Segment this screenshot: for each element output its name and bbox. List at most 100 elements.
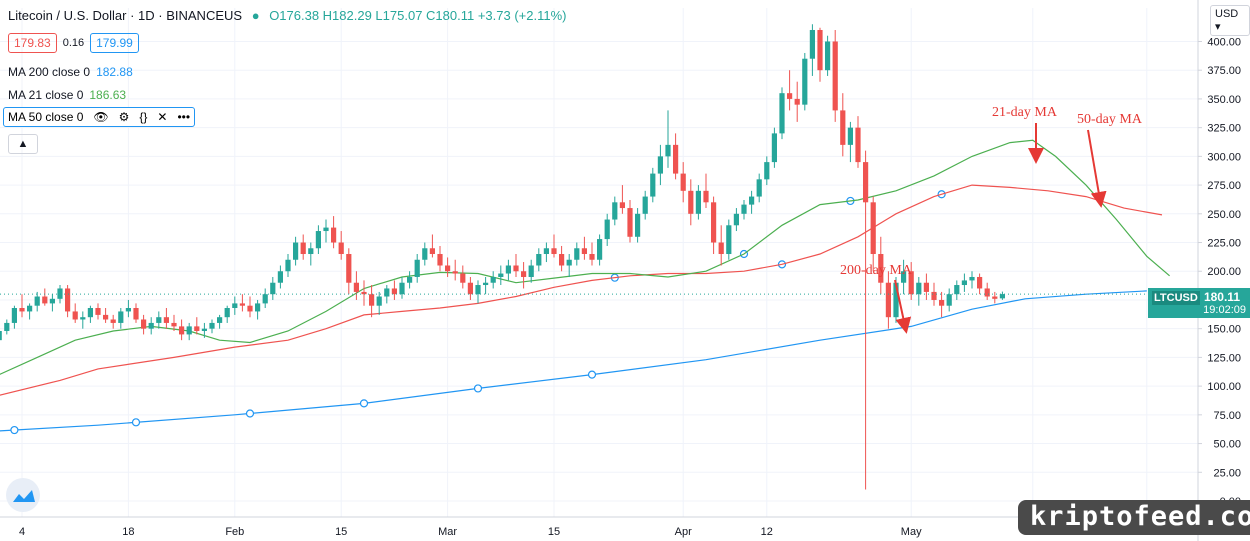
candle-body	[19, 308, 25, 312]
candle-body	[110, 319, 116, 323]
candle-body	[764, 162, 770, 180]
collapse-legend-button[interactable]: ▲	[8, 134, 38, 154]
candle-body	[239, 303, 245, 306]
candle-body	[612, 202, 618, 220]
time-tick-label: May	[901, 526, 922, 538]
candle-body	[11, 308, 17, 323]
indicator-ma21[interactable]: MA 21 close 0 186.63	[8, 88, 126, 102]
candle-body	[794, 98, 800, 105]
candle-body	[156, 317, 162, 323]
candle-body	[635, 213, 641, 237]
candle-body	[528, 265, 534, 277]
candle-body	[445, 265, 451, 272]
candle-body	[733, 213, 739, 226]
price-tick-label: 225.00	[1207, 238, 1241, 250]
candle-body	[475, 285, 481, 295]
candle-body	[460, 273, 466, 283]
candle-body	[186, 326, 192, 335]
candle-body	[490, 276, 496, 283]
candle-body	[809, 29, 815, 59]
candle-body	[513, 265, 519, 272]
price-tick-label: 275.00	[1207, 180, 1241, 192]
candle-body	[194, 326, 200, 331]
indicator-value: 186.63	[89, 88, 127, 102]
candle-body	[817, 29, 823, 71]
price-tick-label: 300.00	[1207, 151, 1241, 163]
candle-body	[581, 248, 587, 255]
price-axis: 0.0025.0050.0075.00100.00125.00150.00175…	[1197, 0, 1241, 541]
time-tick-label: Feb	[225, 526, 244, 538]
indicator-label: MA 200 close 0	[8, 65, 91, 79]
candle-body	[749, 196, 755, 205]
candle-body	[422, 248, 428, 260]
price-tick-label: 150.00	[1207, 324, 1241, 336]
candle-body	[331, 227, 337, 243]
gear-icon[interactable]: ⚙	[118, 110, 130, 124]
candle-body	[103, 314, 109, 320]
more-icon[interactable]: •••	[177, 110, 191, 124]
candle-body	[277, 271, 283, 283]
candle-body	[437, 254, 443, 266]
ma-marker	[473, 384, 483, 393]
candle-body	[627, 208, 633, 237]
candle-body	[179, 326, 185, 335]
last-price-label: LTCUSD 180.11 19:02:09	[1148, 288, 1250, 318]
annotation-50day: 50-day MA	[1077, 112, 1142, 127]
candle-body	[384, 288, 390, 297]
candle-body	[977, 276, 983, 289]
tradingview-logo-icon[interactable]	[6, 478, 40, 512]
candle-body	[87, 308, 93, 318]
annotation-arrows	[894, 123, 1107, 334]
candle-body	[498, 273, 504, 277]
indicator-label: MA 21 close 0	[8, 88, 84, 102]
candle-body	[353, 282, 359, 292]
buy-price[interactable]: 179.99	[90, 33, 139, 53]
candle-body	[232, 303, 238, 309]
close-icon[interactable]: ✕	[157, 110, 168, 124]
candle-body	[308, 248, 314, 255]
indicator-ma50[interactable]: MA 50 close 0 👁 ⚙ {} ✕ •••	[3, 107, 196, 127]
candle-body	[315, 231, 321, 249]
candle-body	[300, 242, 306, 255]
time-tick-label: 18	[122, 526, 134, 538]
candle-body	[847, 127, 853, 145]
candle-body	[414, 259, 420, 277]
market-status-icon: ●	[251, 8, 260, 23]
ma-marker	[359, 399, 369, 408]
price-tick-label: 375.00	[1207, 65, 1241, 77]
price-tick-label: 50.00	[1213, 439, 1241, 451]
candle-body	[559, 254, 565, 266]
annotation-21day: 21-day MA	[992, 105, 1057, 120]
candle-body	[163, 317, 169, 323]
candle-body	[779, 93, 785, 134]
candle-body	[27, 305, 33, 312]
candle-body	[34, 296, 40, 306]
candle-body	[969, 276, 975, 281]
candle-body	[802, 58, 808, 105]
time-tick-label: Apr	[675, 526, 692, 538]
candle-body	[642, 196, 648, 214]
price-tick-label: 250.00	[1207, 209, 1241, 221]
candle-body	[787, 93, 793, 99]
candle-body	[885, 282, 891, 318]
candle-body	[0, 330, 2, 341]
candle-body	[931, 291, 937, 300]
candle-body	[893, 282, 899, 318]
quote-row: 179.83 0.16 179.99	[8, 33, 139, 53]
sell-price[interactable]: 179.83	[8, 33, 57, 53]
candle-body	[141, 319, 147, 329]
braces-icon[interactable]: {}	[139, 110, 148, 124]
candle-body	[247, 305, 253, 312]
candle-body	[201, 328, 207, 331]
candle-body	[999, 294, 1005, 299]
currency-selector[interactable]: USD ▾	[1210, 5, 1250, 36]
candle-body	[429, 248, 435, 255]
eye-icon[interactable]: 👁	[93, 110, 109, 124]
candle-body	[125, 308, 131, 312]
candle-body	[391, 288, 397, 295]
ma-marker	[587, 370, 597, 379]
price-tick-label: 200.00	[1207, 266, 1241, 278]
candle-body	[650, 173, 656, 197]
indicator-ma200[interactable]: MA 200 close 0 182.88	[8, 65, 133, 79]
